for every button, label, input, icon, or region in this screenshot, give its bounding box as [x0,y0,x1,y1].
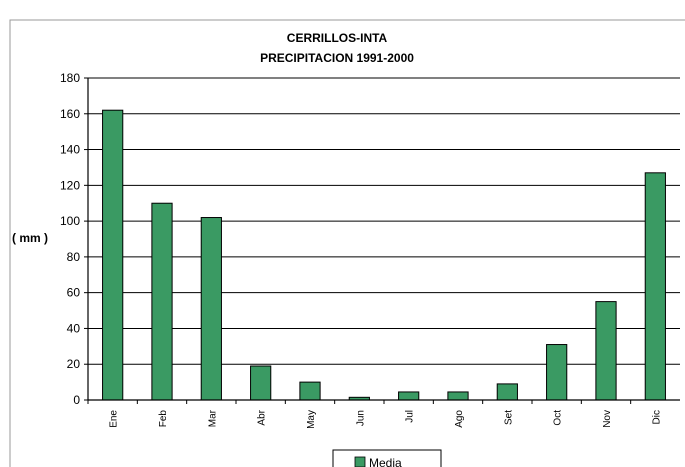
bar-set [496,383,518,401]
y-axis-label: ( mm ) [12,231,48,245]
bar-may [299,381,321,401]
x-tick-label-jul: Jul [405,410,416,423]
chart-subtitle: PRECIPITACION 1991-2000 [260,51,414,65]
y-tick-label: 120 [60,178,80,192]
x-tick-label-dic: Dic [651,410,662,424]
bar-oct [546,344,568,401]
y-tick-label: 0 [73,393,80,407]
x-tick-label-may: May [306,410,317,429]
y-tick-label: 140 [60,143,80,157]
x-axis-labels: Ene Feb Mar Abr May Jun Jul Ago Set Oct Nov Dic [87,400,662,429]
bars [102,109,666,401]
bar-abr [250,365,272,401]
bar-ago [447,391,469,401]
x-tick-label-ago: Ago [454,410,465,428]
y-tick-label: 180 [60,71,80,85]
x-tick-label-mar: Mar [207,409,218,427]
bar-jul [398,391,420,401]
x-tick-label-jun: Jun [355,410,366,426]
bar-ene [102,109,124,401]
x-tick-label-ene: Ene [109,410,120,428]
x-tick-label-oct: Oct [553,410,564,426]
bar-nov [595,301,617,401]
y-axis-ticks: 0 20 40 60 80 100 120 140 160 180 [60,71,88,407]
y-tick-label: 160 [60,107,80,121]
x-tick-label-set: Set [503,410,514,425]
y-tick-label: 100 [60,214,80,228]
y-tick-label: 60 [67,286,81,300]
bar-dic [644,172,666,401]
gridlines [88,77,680,365]
y-tick-label: 40 [67,321,81,335]
y-tick-label: 20 [67,357,81,371]
legend-label: Media [369,456,402,467]
legend: Media [332,449,442,467]
chart-title: CERRILLOS-INTA [287,31,388,45]
bar-mar [200,217,222,401]
y-tick-label: 80 [67,250,81,264]
x-tick-label-feb: Feb [158,410,169,428]
bar-feb [151,202,173,401]
x-tick-label-abr: Abr [257,409,268,425]
x-tick-label-nov: Nov [602,410,613,428]
legend-swatch [354,456,366,467]
